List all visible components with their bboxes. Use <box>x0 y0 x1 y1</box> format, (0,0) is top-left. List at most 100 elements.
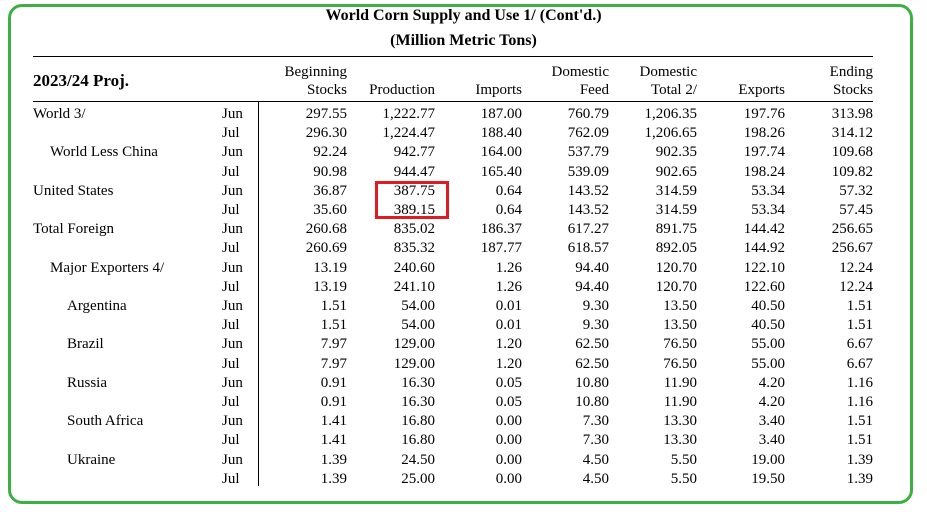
table-cell: 186.37 <box>480 221 522 238</box>
table-cell: 13.50 <box>663 298 697 314</box>
row-month: Jun <box>222 298 243 314</box>
green-frame <box>8 4 913 504</box>
table-cell: 4.50 <box>582 470 609 487</box>
table-cell: 942.77 <box>393 144 435 161</box>
column-header-line2: Total 2/ <box>650 82 697 98</box>
table-row: South Africa Jun 1.41 16.80 0.00 7.30 13.30 3.4… <box>0 412 927 431</box>
column-header-line1: Domestic <box>551 64 610 80</box>
table-row: Jul 90.98 944.47 165.40 539.09 902.65 198.24 10… <box>0 163 927 182</box>
table-row: Argentina Jun 1.51 54.00 0.01 9.30 13.50 40.50 1… <box>0 297 927 316</box>
table-cell: 537.79 <box>567 144 609 161</box>
table-cell: 0.91 <box>320 394 347 410</box>
table-cell: 0.64 <box>495 202 522 218</box>
table-cell: 16.30 <box>401 394 435 410</box>
row-label: Ukraine <box>67 451 116 468</box>
row-month: Jul <box>222 240 240 257</box>
row-month: Jul <box>222 432 240 449</box>
column-header: Ending Stocks <box>788 63 873 99</box>
column-header: Domestic Feed <box>524 63 610 99</box>
table-cell: 260.69 <box>305 240 347 257</box>
table-cell: 4.50 <box>582 451 609 468</box>
table-cell: 57.45 <box>839 202 873 218</box>
row-month: Jul <box>222 278 240 295</box>
row-label: World Less China <box>50 144 158 161</box>
table-cell: 1.51 <box>320 317 347 334</box>
table-cell: 1.51 <box>846 432 873 449</box>
row-label: Russia <box>67 374 108 391</box>
table-row: Jul 1.51 54.00 0.01 9.30 13.50 40.50 1.51 <box>0 316 927 335</box>
table-cell: 4.20 <box>758 374 785 391</box>
table-cell: 120.70 <box>655 278 697 295</box>
table-cell: 62.50 <box>575 336 609 353</box>
row-month: Jun <box>222 374 243 391</box>
table-cell: 144.92 <box>743 240 785 257</box>
table-cell: 1.51 <box>846 298 873 314</box>
table-cell: 53.34 <box>751 182 785 199</box>
table-row: Jul 13.19 241.10 1.26 94.40 120.70 122.60 12.24 <box>0 278 927 297</box>
table-row: Jul 260.69 835.32 187.77 618.57 892.05 144.92 2… <box>0 239 927 258</box>
table-cell: 762.09 <box>567 125 609 142</box>
table-cell: 7.30 <box>582 432 609 449</box>
table-cell: 9.30 <box>582 317 609 334</box>
table-cell: 313.98 <box>831 106 873 122</box>
table-cell: 53.34 <box>751 202 785 218</box>
row-month: Jun <box>222 413 243 430</box>
row-label: Total Foreign <box>33 221 115 238</box>
table-cell: 94.40 <box>575 278 609 295</box>
table-cell: 11.90 <box>663 394 697 410</box>
table-cell: 0.01 <box>495 317 522 334</box>
row-month: Jun <box>222 182 243 199</box>
column-header-line2: Production <box>369 82 435 98</box>
table-cell: 16.30 <box>401 374 435 391</box>
table-cell: 6.67 <box>846 336 873 353</box>
table-cell: 143.52 <box>567 202 609 218</box>
table-row: Jul 0.91 16.30 0.05 10.80 11.90 4.20 1.16 <box>0 393 927 412</box>
table-cell: 122.10 <box>743 259 785 276</box>
column-header: Imports <box>437 63 522 99</box>
table-cell: 0.01 <box>495 298 522 314</box>
row-month: Jul <box>222 163 240 180</box>
highlight-box <box>375 181 449 219</box>
table-cell: 1.51 <box>846 317 873 334</box>
row-month: Jun <box>222 144 243 161</box>
table-cell: 19.50 <box>751 470 785 487</box>
table-cell: 539.09 <box>567 163 609 180</box>
table-row: Jul 1.39 25.00 0.00 4.50 5.50 19.50 1.39 <box>0 470 927 489</box>
table-cell: 0.64 <box>495 182 522 199</box>
column-header-line1: Beginning <box>284 64 348 80</box>
table-cell: 16.80 <box>401 432 435 449</box>
table-cell: 892.05 <box>655 240 697 257</box>
table-cell: 240.60 <box>393 259 435 276</box>
row-month: Jul <box>222 202 240 218</box>
table-cell: 1,206.35 <box>644 106 698 122</box>
column-header-line1 <box>437 63 522 81</box>
column-header: Beginning Stocks <box>262 63 348 99</box>
table-cell: 902.65 <box>655 163 697 180</box>
table-cell: 0.00 <box>495 451 522 468</box>
period-label: 2023/24 Proj. <box>33 71 130 90</box>
table-cell: 7.97 <box>320 355 347 372</box>
table-cell: 35.60 <box>313 202 347 218</box>
row-label: South Africa <box>67 413 144 430</box>
column-header-line2: Exports <box>738 82 785 98</box>
column-header-line2: Stocks <box>306 82 347 98</box>
table-cell: 3.40 <box>758 432 785 449</box>
table-cell: 0.00 <box>495 413 522 430</box>
column-header-line2: Feed <box>579 82 609 98</box>
table-cell: 109.68 <box>831 144 873 161</box>
table-cell: 12.24 <box>839 259 873 276</box>
table-cell: 19.00 <box>751 451 785 468</box>
table-cell: 314.59 <box>655 182 697 199</box>
table-cell: 0.91 <box>320 374 347 391</box>
table-cell: 165.40 <box>480 163 522 180</box>
table-cell: 0.00 <box>495 470 522 487</box>
table-cell: 296.30 <box>305 125 347 142</box>
column-header-line2: Imports <box>475 82 522 98</box>
table-row: Russia Jun 0.91 16.30 0.05 10.80 11.90 4.20 1.16 <box>0 374 927 393</box>
table-cell: 760.79 <box>567 106 609 122</box>
row-month: Jun <box>222 336 243 353</box>
column-header-line2: Stocks <box>832 82 873 98</box>
table-cell: 10.80 <box>575 374 609 391</box>
row-month: Jun <box>222 451 243 468</box>
table-cell: 944.47 <box>393 163 435 180</box>
